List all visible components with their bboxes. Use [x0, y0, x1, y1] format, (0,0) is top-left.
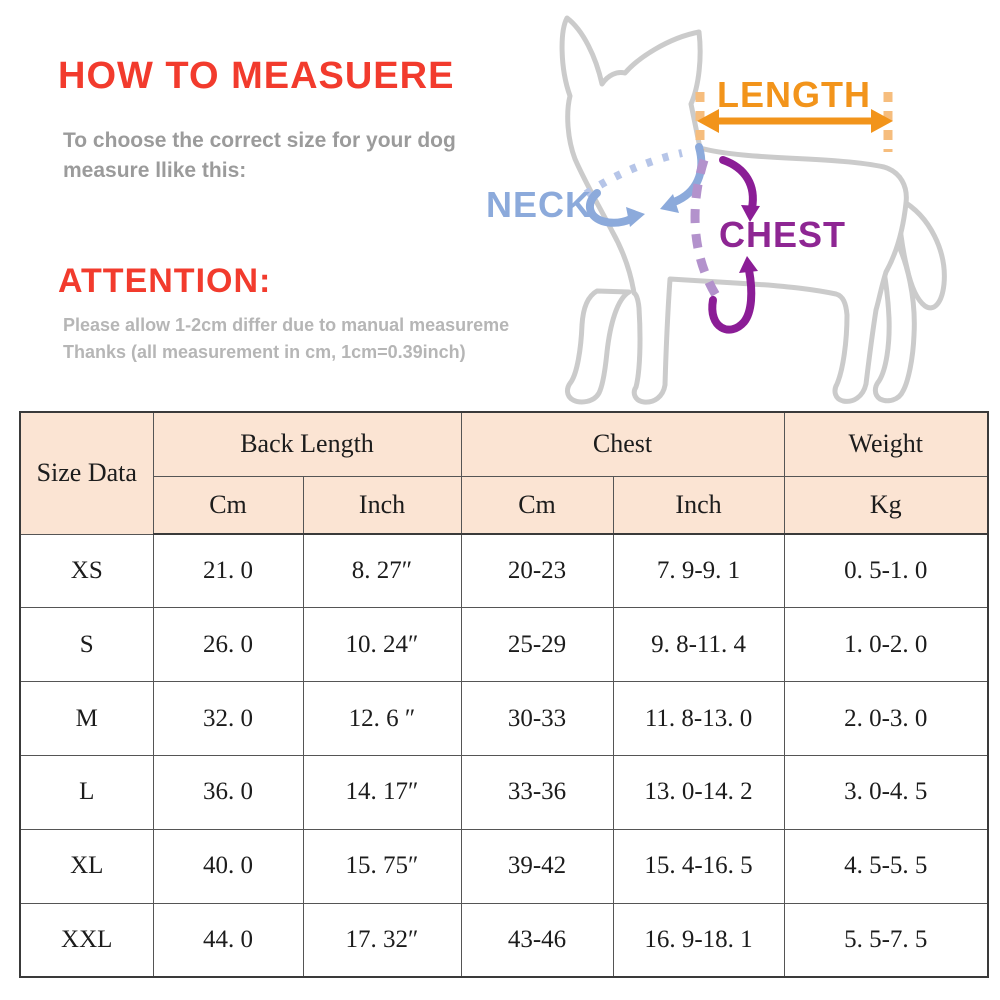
- attention-line-2: Thanks (all measurement in cm, 1cm=0.39i…: [63, 342, 466, 362]
- chest-cm-cell: 43-46: [460, 902, 614, 978]
- attention-heading: ATTENTION:: [58, 262, 272, 300]
- dog-far-front-leg: [565, 288, 632, 405]
- neck-label: NECK: [486, 184, 592, 225]
- chest-label: CHEST: [719, 214, 846, 255]
- subheader-weight-kg: Kg: [783, 475, 989, 535]
- size-cell: L: [19, 754, 154, 830]
- weight-kg-cell: 0. 5-1. 0: [783, 533, 989, 609]
- size-cell: XL: [19, 828, 154, 904]
- chest-arrowhead-bottom: [739, 256, 758, 273]
- table-row-l: L 36. 0 14. 17″ 33-36 13. 0-14. 2 3. 0-4…: [19, 754, 989, 830]
- dog-tail: [895, 197, 947, 311]
- chest-arrow-top: [719, 156, 757, 212]
- attention-line-1: Please allow 1-2cm differ due to manual …: [63, 315, 510, 335]
- header-back-length: Back Length: [152, 411, 462, 477]
- back-inch-cell: 8. 27″: [302, 533, 462, 609]
- chest-cm-cell: 33-36: [460, 754, 614, 830]
- table-row-xl: XL 40. 0 15. 75″ 39-42 15. 4-16. 5 4. 5-…: [19, 828, 989, 904]
- chest-inch-cell: 16. 9-18. 1: [612, 902, 785, 978]
- back-cm-cell: 44. 0: [152, 902, 304, 978]
- back-cm-cell: 32. 0: [152, 681, 304, 756]
- subtitle-line-1: To choose the correct size for your dog: [63, 129, 456, 152]
- dog-outline: [559, 15, 909, 405]
- size-cell: S: [19, 607, 154, 683]
- chest-arrow-bottom: [708, 266, 756, 334]
- back-inch-cell: 10. 24″: [302, 607, 462, 683]
- chest-cm-cell: 30-33: [460, 681, 614, 756]
- weight-kg-cell: 4. 5-5. 5: [783, 828, 989, 904]
- back-cm-cell: 26. 0: [152, 607, 304, 683]
- weight-kg-cell: 3. 0-4. 5: [783, 754, 989, 830]
- size-cell: XXL: [19, 902, 154, 978]
- neck-arrow-big: [670, 143, 706, 206]
- back-cm-cell: 21. 0: [152, 533, 304, 609]
- header-chest: Chest: [460, 411, 785, 477]
- chest-inch-cell: 15. 4-16. 5: [612, 828, 785, 904]
- back-inch-cell: 12. 6 ″: [302, 681, 462, 756]
- size-cell: XS: [19, 533, 154, 609]
- neck-arrowhead-big: [660, 194, 679, 213]
- subtitle: To choose the correct size for your dog …: [63, 126, 456, 186]
- length-arrowhead-left: [697, 109, 719, 133]
- table-row-xs: XS 21. 0 8. 27″ 20-23 7. 9-9. 1 0. 5-1. …: [19, 533, 989, 609]
- chest-cm-cell: 25-29: [460, 607, 614, 683]
- length-arrowhead-right: [871, 109, 893, 133]
- measure-diagram: LENGTH NECK CHEST: [486, 15, 947, 405]
- chest-inch-cell: 9. 8-11. 4: [612, 607, 785, 683]
- subtitle-line-2: measure llike this:: [63, 159, 247, 182]
- neck-arrowhead-small: [626, 207, 645, 227]
- length-label: LENGTH: [717, 74, 871, 115]
- page-title: HOW TO MEASUERE: [58, 55, 455, 97]
- back-cm-cell: 40. 0: [152, 828, 304, 904]
- back-inch-cell: 15. 75″: [302, 828, 462, 904]
- attention-note: Please allow 1-2cm differ due to manual …: [63, 312, 515, 366]
- weight-kg-cell: 1. 0-2. 0: [783, 607, 989, 683]
- table-row-s: S 26. 0 10. 24″ 25-29 9. 8-11. 4 1. 0-2.…: [19, 607, 989, 683]
- chest-inch-cell: 11. 8-13. 0: [612, 681, 785, 756]
- table-row-m: M 32. 0 12. 6 ″ 30-33 11. 8-13. 0 2. 0-3…: [19, 681, 989, 756]
- subheader-chest-inch: Inch: [612, 475, 785, 535]
- size-table: Size Data Back Length Chest Weight Cm In…: [19, 411, 990, 978]
- chest-cm-cell: 39-42: [460, 828, 614, 904]
- chest-cm-cell: 20-23: [460, 533, 614, 609]
- subheader-back-inch: Inch: [302, 475, 462, 535]
- table-row-xxl: XXL 44. 0 17. 32″ 43-46 16. 9-18. 1 5. 5…: [19, 902, 989, 978]
- neck-arrow-small: [586, 189, 635, 227]
- subheader-back-cm: Cm: [152, 475, 304, 535]
- corner-label: Size Data: [36, 458, 137, 488]
- weight-kg-cell: 2. 0-3. 0: [783, 681, 989, 756]
- back-inch-cell: 17. 32″: [302, 902, 462, 978]
- subheader-chest-cm: Cm: [460, 475, 614, 535]
- header-weight: Weight: [783, 411, 989, 477]
- chest-inch-cell: 7. 9-9. 1: [612, 533, 785, 609]
- back-inch-cell: 14. 17″: [302, 754, 462, 830]
- weight-kg-cell: 5. 5-7. 5: [783, 902, 989, 978]
- chest-dashed-line: [690, 158, 721, 300]
- chest-inch-cell: 13. 0-14. 2: [612, 754, 785, 830]
- corner-size-data-cell: Size Data: [19, 411, 154, 535]
- chest-arrowhead-top: [741, 205, 760, 222]
- size-cell: M: [19, 681, 154, 756]
- back-cm-cell: 36. 0: [152, 754, 304, 830]
